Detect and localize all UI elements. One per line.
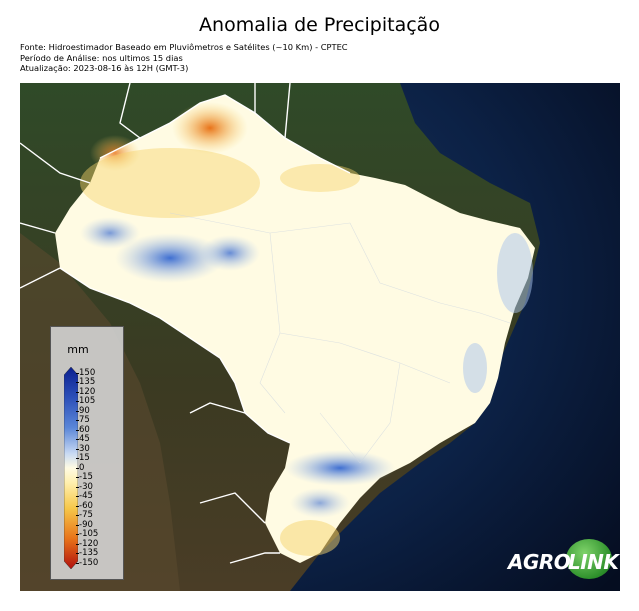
colorbar-tick-label: 45 (76, 434, 90, 444)
colorbar-legend: mm 150 135 120 105 90 75 60 45 30 15 0 -15 -30 -45 -60… (50, 326, 124, 580)
state-borders (169, 212, 511, 464)
agrolink-logo: AGRO LINK (508, 537, 619, 581)
colorbar-tick-label: -105 (75, 529, 99, 539)
logo-text-link: LINK (568, 550, 619, 574)
colorbar-tick-label: -45 (76, 491, 93, 501)
colorbar-tick-label: 135 (75, 377, 96, 387)
legend-unit: mm (67, 343, 89, 356)
logo-text-agro: AGRO (508, 550, 571, 574)
dry-anomaly-north (172, 102, 248, 154)
colorbar-tick-label: 60 (76, 424, 90, 435)
logo-circle (566, 539, 612, 579)
colorbar-tick-label: 15 (76, 453, 90, 463)
source-text: Fonte: Hidroestimador Baseado em Pluviôm… (20, 42, 348, 52)
wet-anomaly-amazon-west (80, 217, 140, 249)
period-text: Período de Análise: nos ultimos 15 dias (20, 52, 183, 63)
wet-anomaly-amazon (115, 233, 225, 283)
colorbar-tick-label: 0 (75, 462, 85, 473)
map-metadata: Fonte: Hidroestimador Baseado em Pluviôm… (20, 42, 348, 74)
colorbar-tick-label: -75 (76, 510, 93, 520)
colorbar-tick-label: -60 (76, 500, 93, 511)
wet-anomaly-south (285, 450, 395, 486)
dry-anomaly-rs (280, 520, 340, 556)
dry-band-north (80, 148, 260, 218)
colorbar-tick-label: -120 (75, 538, 99, 549)
wet-anomaly-northeast-coast (497, 233, 533, 313)
colorbar-tick-label: 30 (76, 443, 90, 454)
map-title: Anomalia de Precipitação (199, 14, 440, 36)
colorbar-tick-label: 90 (76, 405, 90, 416)
map-canvas (20, 83, 620, 591)
colorbar-tick-label: 75 (76, 415, 90, 425)
colorbar-tick-label: 120 (75, 386, 96, 397)
colorbar-tick-label: -150 (75, 557, 99, 568)
colorbar-tick-label: -90 (76, 519, 93, 530)
colorbar-tick-label: 150 (75, 367, 96, 378)
colorbar-ticks: 150 135 120 105 90 75 60 45 30 15 0 -15 -30 -45 -60 -75… (75, 367, 123, 569)
updated-text: Atualização: 2023-08-16 às 12H (GMT-3) (20, 63, 189, 74)
colorbar (64, 367, 78, 569)
brazil-anomaly-area (55, 95, 535, 563)
colorbar-tick-label: -30 (76, 481, 93, 492)
colorbar-tick-label: 105 (75, 396, 96, 406)
wet-anomaly-south-2 (290, 488, 350, 518)
colorbar-tick-label: -15 (76, 472, 93, 482)
country-borders (20, 83, 351, 564)
colorbar-tick-label: -135 (75, 548, 99, 558)
wet-anomaly-amazon-east (200, 235, 260, 271)
dry-anomaly-amapa (280, 164, 360, 192)
wet-anomaly-bahia-coast (463, 343, 487, 393)
precipitation-anomaly-map (20, 83, 620, 591)
